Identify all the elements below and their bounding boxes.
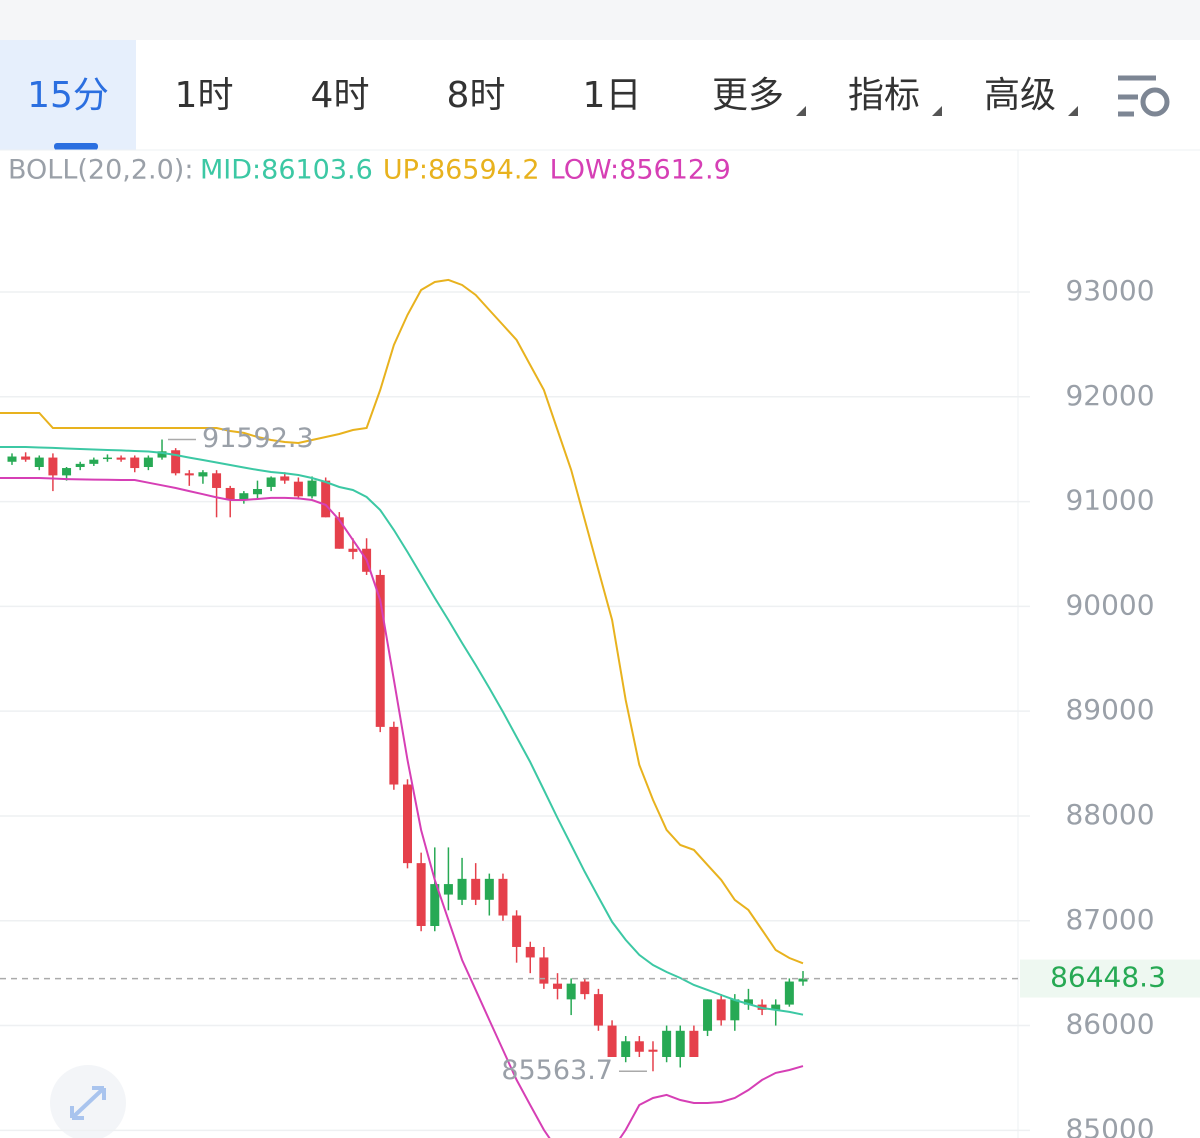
candle-body: [116, 457, 126, 460]
candle-body: [730, 999, 740, 1021]
y-tick-label: 87000: [1065, 903, 1154, 936]
candle-body: [307, 480, 317, 497]
last-price-label: 86448.3: [1050, 961, 1166, 994]
candle-body: [593, 994, 603, 1026]
candle-body: [634, 1041, 644, 1052]
candle-body: [184, 473, 194, 476]
candle-body: [703, 999, 713, 1031]
candle-body: [225, 487, 235, 500]
candle-body: [689, 1030, 699, 1057]
y-tick-label: 91000: [1065, 484, 1154, 517]
y-tick-label: 90000: [1065, 588, 1154, 621]
candle-body: [7, 456, 17, 462]
candle-body: [89, 459, 99, 464]
candle-body: [34, 457, 44, 468]
legend-entry: MID:86103.6: [200, 155, 373, 186]
indicator-label: BOLL(20,2.0):: [8, 155, 193, 186]
tab[interactable]: 15分: [27, 75, 109, 116]
candle-body: [21, 456, 31, 460]
tab-dropdown: [796, 106, 806, 116]
candle-body: [662, 1030, 672, 1057]
candle-body: [621, 1041, 631, 1057]
y-tick-label: 89000: [1065, 693, 1154, 726]
expand-icon: [70, 1086, 106, 1120]
y-tick-label: 88000: [1065, 798, 1154, 831]
candle-body: [348, 548, 358, 552]
candle-body: [484, 878, 494, 900]
y-tick-label: 86000: [1065, 1008, 1154, 1041]
candle-body: [539, 957, 549, 984]
legend-entry: UP:86594.2: [383, 155, 540, 186]
y-tick-label: 93000: [1065, 274, 1154, 307]
candle-body: [389, 726, 399, 785]
candle-body: [75, 463, 85, 468]
boll-line: [0, 446, 804, 1016]
tab[interactable]: 高级: [984, 75, 1056, 116]
candle-body: [375, 574, 385, 727]
candle-body: [48, 457, 58, 476]
candle-body: [130, 457, 140, 469]
candle-body: [743, 999, 753, 1005]
tab[interactable]: 更多: [712, 75, 784, 116]
candle-body: [716, 999, 726, 1021]
candle-body: [607, 1025, 617, 1057]
settings-icon[interactable]: [1118, 75, 1170, 117]
candle-body: [321, 480, 331, 518]
active-tab-underline: [54, 143, 98, 150]
candle-body: [171, 450, 181, 474]
legend-entry: LOW:85612.9: [550, 155, 731, 186]
candle-body: [416, 863, 426, 927]
candle-body: [239, 493, 249, 500]
max-marker-label: 91592.3: [202, 423, 314, 454]
tab[interactable]: 1时: [175, 75, 234, 116]
boll-line: [0, 477, 804, 1138]
candle-body: [553, 983, 563, 989]
candle-body: [566, 983, 576, 1000]
candle-body: [334, 517, 344, 549]
candle-body: [443, 884, 453, 895]
candle-body: [648, 1049, 658, 1052]
candle-body: [471, 878, 481, 900]
candle-body: [252, 489, 262, 495]
candle-body: [798, 978, 808, 982]
tab[interactable]: 指标: [848, 75, 920, 116]
tab-dropdown: [932, 106, 942, 116]
candle-body: [102, 457, 112, 460]
candle-body: [198, 472, 208, 477]
y-tick-label: 92000: [1065, 379, 1154, 412]
candle-body: [430, 884, 440, 927]
tab[interactable]: 8时: [447, 75, 506, 116]
status-strip: [0, 0, 1200, 40]
candle-body: [784, 981, 794, 1005]
tab[interactable]: 4时: [311, 75, 370, 116]
candle-body: [62, 468, 72, 476]
candle-body: [675, 1030, 685, 1057]
candle-body: [580, 981, 590, 995]
candle-body: [266, 477, 276, 487]
candle-body: [512, 915, 522, 947]
active-tab-bg: [0, 40, 136, 150]
candle-body: [212, 473, 222, 488]
y-tick-label: 85000: [1065, 1112, 1154, 1138]
min-marker-label: 85563.7: [501, 1055, 613, 1086]
tab-dropdown: [1068, 106, 1078, 116]
candle-body: [293, 481, 303, 497]
candle-body: [280, 476, 290, 481]
candle-body: [457, 878, 467, 900]
candle-body: [157, 451, 167, 458]
boll-line: [0, 278, 804, 965]
tab[interactable]: 1日: [583, 75, 642, 116]
candle-body: [771, 1004, 781, 1010]
candle-body: [525, 946, 535, 958]
candle-body: [498, 878, 508, 916]
candle-body: [403, 784, 412, 864]
candle-body: [143, 457, 153, 468]
last-price-box: [1020, 959, 1200, 998]
